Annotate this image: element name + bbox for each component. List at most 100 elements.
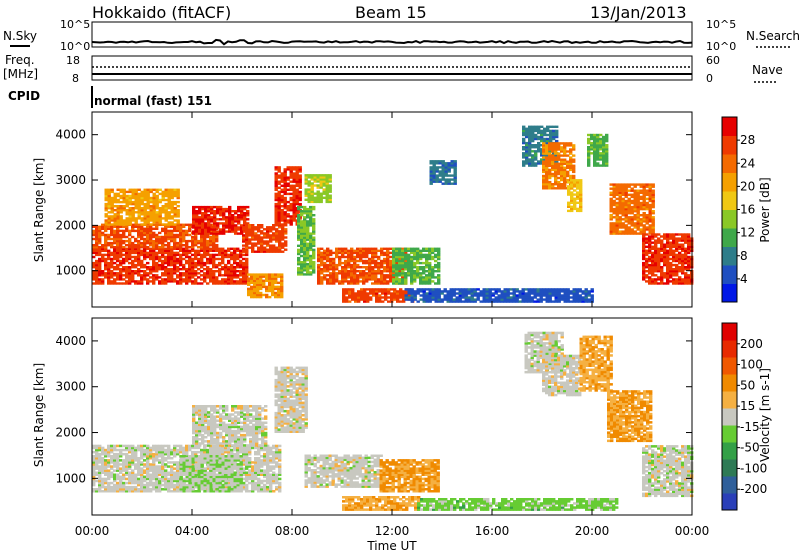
freq-label: Freq. [5,53,35,67]
nsky-label: N.Sky [3,29,37,43]
freq-tick-bottom: 8 [72,72,79,85]
power-scatter-region [104,188,180,226]
velocity-colorbar-swatch [722,408,737,426]
power-scatter-region [274,166,302,226]
power-colorbar-swatch [722,246,737,266]
velocity-scatter-region [274,366,308,433]
power-scatter-region [404,288,594,303]
freq-tick-top: 18 [66,54,80,67]
velocity-colorbar-swatch [722,391,737,409]
power-panel: 1000 2000 3000 4000 Slant Range [km] 4 8 12 16… [32,111,772,308]
velocity-ytick-label: 2000 [55,426,86,440]
velocity-colorbar-swatch [722,357,737,375]
beam-title: Beam 15 [355,3,427,22]
power-scatter-region [429,160,457,185]
velocity-colorbar-swatch [722,493,737,511]
velocity-colorbar-label: Velocity [m s-1] [758,368,772,462]
noise-tick-bottom-left: 10^0 [60,40,90,53]
velocity-colorbar-tick: 200 [740,337,763,351]
power-colorbar-tick: 28 [740,133,755,147]
velocity-scatter-region [379,459,440,493]
velocity-colorbar-tick: -15 [740,420,760,434]
power-scatter-region [192,205,250,235]
power-scatter-region [304,174,332,204]
power-scatter-region [247,273,284,299]
freq-panel: Freq. [MHz] 18 8 60 0 Nave [3,53,783,85]
power-scatter-region [542,142,576,190]
power-ytick-label: 3000 [55,173,86,187]
velocity-colorbar-swatch [722,459,737,477]
velocity-colorbar-swatch [722,476,737,494]
velocity-scatter-region [607,390,653,443]
power-colorbar-tick: 24 [740,156,755,170]
noise-tick-top-left: 10^5 [60,18,90,31]
velocity-panel: 1000 2000 3000 4000 Slant Range [km] 200 100… [32,317,772,516]
nave-tick-bottom: 0 [706,72,713,85]
velocity-colorbar-tick: 50 [740,378,755,392]
power-colorbar-swatch [722,283,737,303]
velocity-scatter-region [192,405,268,447]
velocity-scatter-region [642,445,694,498]
velocity-scatter-region [304,454,383,488]
power-colorbar-swatch [722,228,737,247]
velocity-scatter-region [342,496,421,511]
power-colorbar-swatch [722,154,737,173]
nave-label: Nave [752,63,783,77]
power-colorbar-swatch [722,191,737,210]
power-ytick-label: 1000 [55,264,86,278]
time-tick-label: 04:00 [175,524,210,538]
power-scatter-region [317,247,408,285]
velocity-colorbar-tick: 15 [740,399,755,413]
velocity-scatter-region [542,354,582,397]
noise-panel: N.Sky 10^5 10^0 10^5 10^0 N.Search [3,18,800,53]
velocity-colorbar-swatch [722,442,737,460]
time-axis: 00:00 04:00 08:00 12:00 16:00 20:00 00:00 [75,112,710,538]
power-scatter-region [642,233,694,285]
time-tick-label: 08:00 [275,524,310,538]
nsearch-label: N.Search [746,29,800,43]
velocity-colorbar-tick: 100 [740,358,763,372]
power-scatter-region [342,288,415,303]
cpid-label: CPID [8,89,40,103]
velocity-colorbar-tick: -200 [740,482,767,496]
power-ytick-label: 2000 [55,218,86,232]
time-tick-label: 00:00 [75,524,110,538]
power-scatter-region [522,125,559,167]
velocity-colorbar-swatch [722,374,737,392]
velocity-scatter-region [579,335,613,392]
power-colorbar-tick: 20 [740,179,755,193]
noise-tick-bottom-right: 10^0 [706,40,736,53]
power-colorbar-tick: 12 [740,226,755,240]
velocity-colorbar-tick: -50 [740,441,760,455]
time-tick-label: 00:00 [675,524,710,538]
freq-unit-label: [MHz] [3,67,38,81]
power-colorbar-label: Power [dB] [758,177,772,242]
power-colorbar-tick: 8 [740,249,748,263]
velocity-colorbar-swatch [722,340,737,358]
power-scatter-region [587,133,609,167]
power-scatter-region [242,224,288,253]
date-title: 13/Jan/2013 [590,3,687,22]
time-axis-label: Time UT [366,539,417,553]
time-tick-label: 12:00 [375,524,410,538]
velocity-ytick-label: 1000 [55,471,86,485]
velocity-scatter-region [524,331,564,374]
power-scatter-region [567,179,583,213]
time-tick-label: 20:00 [575,524,610,538]
power-colorbar-swatch [722,117,737,136]
power-colorbar-swatch [722,265,737,284]
power-scatter-region [92,247,249,285]
noise-tick-top-right: 10^5 [706,18,736,31]
power-colorbar-swatch [722,135,737,155]
velocity-colorbar-swatch [722,425,737,443]
power-colorbar-swatch [722,209,737,229]
station-title: Hokkaido (fitACF) [92,3,231,22]
time-tick-label: 16:00 [475,524,510,538]
power-ytick-label: 4000 [55,128,86,142]
power-ylabel: Slant Range [km] [32,158,46,262]
power-colorbar-tick: 4 [740,272,748,286]
velocity-scatter-region [179,455,243,493]
cpid-value: normal (fast) 151 [94,94,212,108]
velocity-colorbar-tick: -100 [740,461,767,475]
